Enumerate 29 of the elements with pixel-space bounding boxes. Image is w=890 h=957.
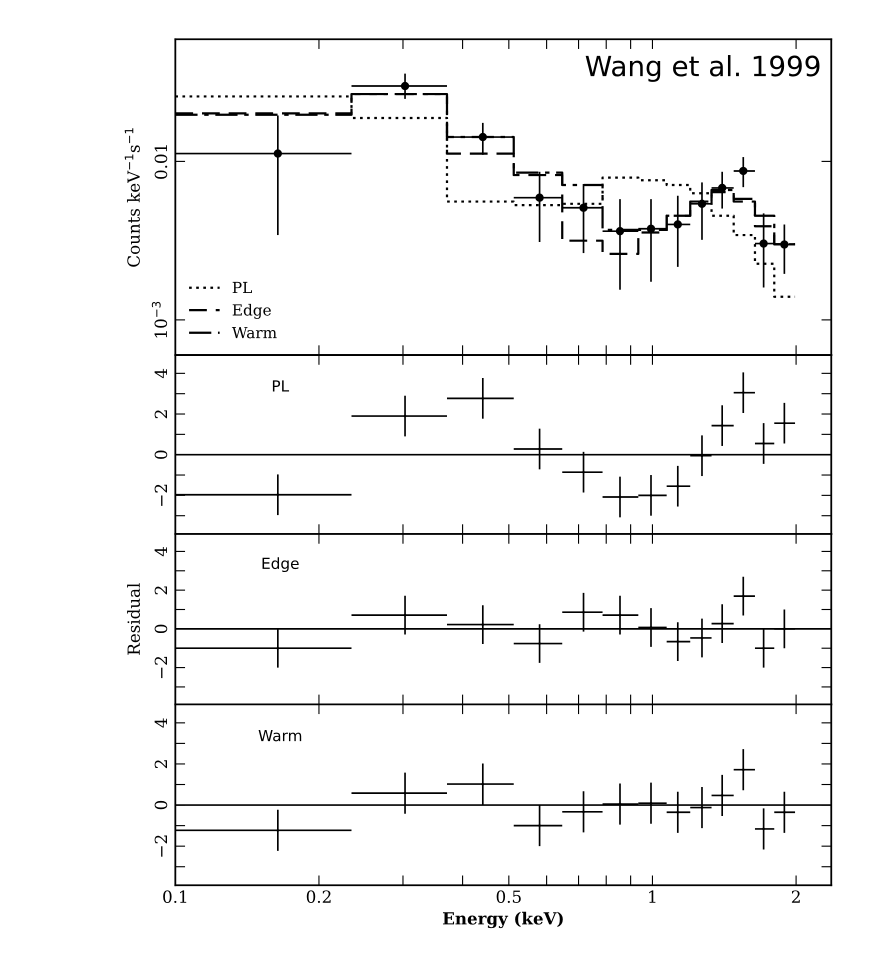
x-tick-label: 0.1 — [163, 890, 186, 903]
y-tick-label: −2 — [154, 656, 168, 678]
legend-label: Edge — [232, 304, 271, 319]
y-tick-label: 0 — [154, 800, 168, 810]
y-tick-label: 0 — [154, 624, 168, 634]
x-tick-label: 2 — [792, 890, 800, 903]
y-axis-title: Residual — [127, 583, 140, 655]
annotation: Edge — [262, 557, 299, 572]
y-axis-title: Counts keV$^{−1}$s$^{−1}$ — [124, 128, 140, 267]
y-tick-label: −2 — [154, 484, 168, 506]
y-tick-label: 2 — [154, 410, 168, 418]
y-tick-label: 2 — [154, 760, 168, 768]
x-axis-title: Energy (keV) — [442, 912, 563, 928]
annotation: Warm — [258, 730, 302, 742]
x-tick-label: 0.5 — [496, 890, 521, 903]
y-tick-label: 0.01 — [154, 145, 168, 179]
legend-label: PL — [232, 282, 252, 294]
x-tick-label: 1 — [649, 890, 656, 903]
y-tick-label: 2 — [154, 586, 168, 594]
annotation: Wang et al. 1999 — [586, 55, 820, 82]
legend-label: Warm — [232, 326, 277, 338]
annotation: PL — [272, 380, 290, 392]
x-tick-label: 0.2 — [306, 890, 331, 903]
y-tick-label: 4 — [154, 368, 168, 378]
y-tick-label: 0 — [154, 450, 168, 459]
y-tick-label: −2 — [154, 836, 168, 857]
y-tick-label: 10$^{−3}$ — [152, 302, 168, 338]
y-tick-label: 4 — [154, 546, 168, 556]
y-tick-label: 4 — [154, 718, 168, 728]
